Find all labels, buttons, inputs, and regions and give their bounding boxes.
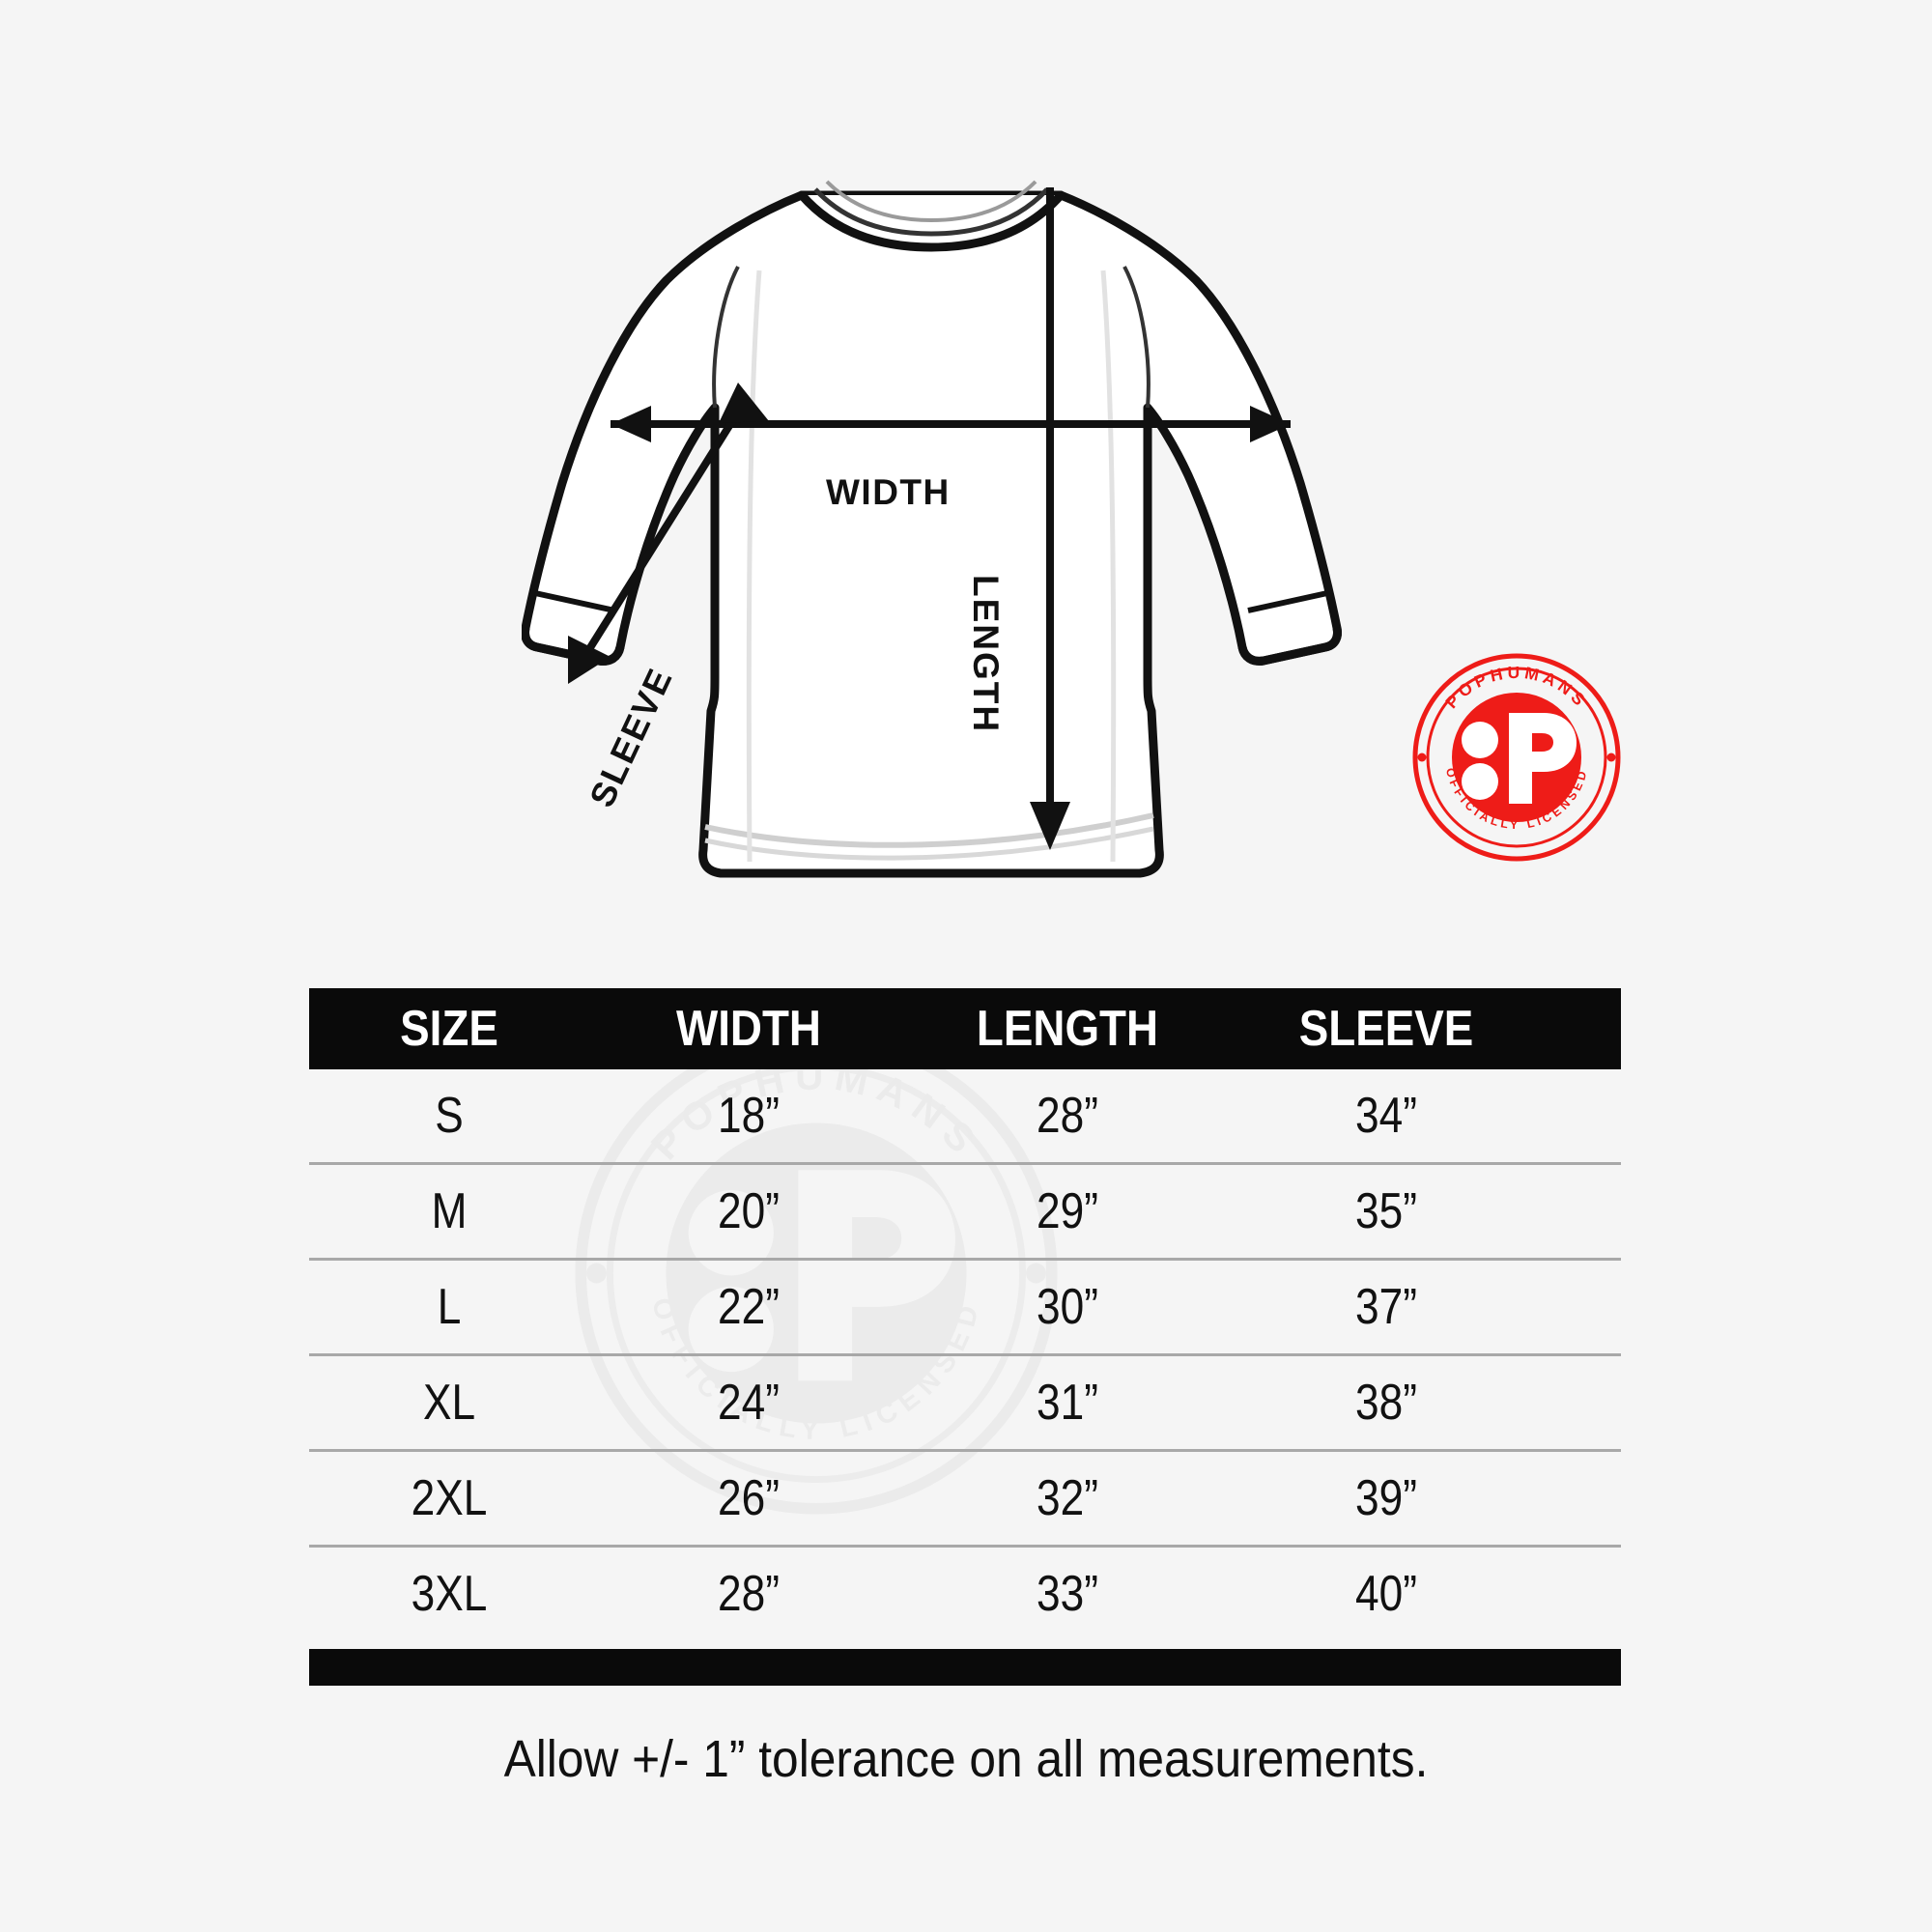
table-row: M 20” 29” 35” xyxy=(309,1165,1621,1261)
cell-sleeve: 38” xyxy=(1355,1375,1417,1431)
monogram-dot-bottom xyxy=(1462,763,1498,800)
tolerance-note-text: Allow +/- 1” tolerance on all measuremen… xyxy=(503,1730,1429,1788)
body-crease-left xyxy=(746,270,762,863)
cell-sleeve: 37” xyxy=(1355,1279,1417,1335)
column-header-length: LENGTH xyxy=(976,1001,1159,1057)
width-label: WIDTH xyxy=(826,472,951,512)
cell-length: 29” xyxy=(1037,1183,1098,1239)
garment-diagram: WIDTH LENGTH SLEEVE POPHUMANS OFFICIALLY… xyxy=(522,180,1621,878)
column-header-width: WIDTH xyxy=(676,1001,821,1057)
table-row: S 18” 28” 34” xyxy=(309,1069,1621,1165)
cell-size: M xyxy=(431,1183,468,1239)
cell-size: XL xyxy=(422,1375,476,1431)
cell-sleeve: 34” xyxy=(1355,1088,1417,1144)
length-arrow xyxy=(1030,187,1070,850)
badge-outer-ring xyxy=(1412,653,1621,862)
cell-size: 3XL xyxy=(411,1566,488,1622)
table-row: 3XL 28” 33” 40” xyxy=(309,1548,1621,1640)
cell-length: 30” xyxy=(1037,1279,1098,1335)
cell-size: 2XL xyxy=(411,1470,488,1526)
table-row: L 22” 30” 37” xyxy=(309,1261,1621,1356)
cell-length: 28” xyxy=(1037,1088,1098,1144)
table-row: 2XL 26” 32” 39” xyxy=(309,1452,1621,1548)
monogram-letter-p xyxy=(1509,713,1577,804)
table-bottom-bar xyxy=(309,1649,1621,1686)
cell-width: 20” xyxy=(718,1183,780,1239)
cell-size: S xyxy=(435,1088,464,1144)
badge-dot-left xyxy=(1417,753,1427,762)
cell-sleeve: 35” xyxy=(1355,1183,1417,1239)
badge-inner-ring xyxy=(1426,667,1607,848)
cell-width: 22” xyxy=(718,1279,780,1335)
cell-sleeve: 39” xyxy=(1355,1470,1417,1526)
cell-sleeve: 40” xyxy=(1355,1566,1417,1622)
body-crease-right xyxy=(1100,270,1117,863)
table-row: XL 24” 31” 38” xyxy=(309,1356,1621,1452)
cuff-seam-left xyxy=(534,590,615,613)
armhole-seam-right xyxy=(1122,266,1151,409)
sleeve-arrow xyxy=(568,383,769,684)
column-header-sleeve: SLEEVE xyxy=(1298,1001,1474,1057)
width-arrow xyxy=(611,406,1291,442)
monogram-dot-top xyxy=(1462,722,1498,758)
neck-rib-line-inner xyxy=(825,180,1037,223)
cell-width: 28” xyxy=(718,1566,780,1622)
cell-length: 33” xyxy=(1037,1566,1098,1622)
cell-length: 32” xyxy=(1037,1470,1098,1526)
table-header-row: SIZE WIDTH LENGTH SLEEVE xyxy=(309,988,1621,1069)
shirt-illustration xyxy=(522,180,1342,878)
length-label: LENGTH xyxy=(966,575,1006,734)
armhole-seam-left xyxy=(712,266,740,409)
neck-rib-line xyxy=(813,187,1049,237)
pophumans-logo-badge: POPHUMANS OFFICIALLY LICENSED xyxy=(1412,653,1621,862)
cell-size: L xyxy=(437,1279,462,1335)
cell-length: 31” xyxy=(1037,1375,1098,1431)
cuff-right xyxy=(1237,627,1342,666)
cell-width: 26” xyxy=(718,1470,780,1526)
cell-width: 24” xyxy=(718,1375,780,1431)
badge-dot-right xyxy=(1606,753,1616,762)
tolerance-note: Allow +/- 1” tolerance on all measuremen… xyxy=(0,1729,1932,1789)
column-header-size: SIZE xyxy=(400,1001,498,1057)
size-chart-table: SIZE WIDTH LENGTH SLEEVE S 18” 28” 34” M… xyxy=(309,988,1621,1640)
cuff-seam-right xyxy=(1247,590,1328,613)
cell-width: 18” xyxy=(718,1088,780,1144)
